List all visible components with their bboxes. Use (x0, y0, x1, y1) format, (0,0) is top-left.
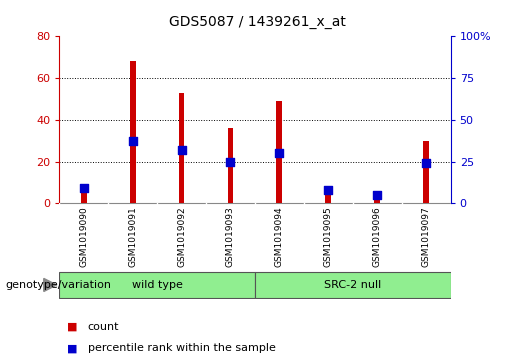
Bar (325, 193, 331, 203)
Point (79, 185, 88, 191)
Text: ■: ■ (67, 322, 77, 332)
Text: GSM1019096: GSM1019096 (373, 207, 382, 267)
Text: GSM1019092: GSM1019092 (177, 207, 186, 267)
Bar (423, 140, 429, 203)
Point (226, 159, 234, 164)
Bar (81, 193, 87, 203)
Point (324, 187, 333, 193)
Bar (228, 128, 233, 203)
Text: GSM1019097: GSM1019097 (422, 207, 431, 267)
Bar (130, 61, 135, 203)
Text: GSM1019095: GSM1019095 (324, 207, 333, 267)
Point (373, 192, 381, 198)
Bar (59, 272, 255, 298)
Text: GSM1019093: GSM1019093 (226, 207, 235, 267)
Text: GDS5087 / 1439261_x_at: GDS5087 / 1439261_x_at (169, 15, 346, 29)
Polygon shape (44, 278, 57, 291)
Bar (179, 93, 184, 203)
Point (128, 139, 136, 144)
Text: ■: ■ (67, 343, 77, 354)
Bar (255, 272, 451, 298)
Point (177, 147, 185, 153)
Point (275, 150, 283, 156)
Point (422, 160, 430, 166)
Bar (374, 197, 380, 203)
Text: count: count (88, 322, 119, 332)
Text: SRC-2 null: SRC-2 null (324, 280, 382, 290)
Text: wild type: wild type (132, 280, 182, 290)
Text: percentile rank within the sample: percentile rank within the sample (88, 343, 276, 354)
Text: genotype/variation: genotype/variation (5, 280, 111, 290)
Text: GSM1019091: GSM1019091 (128, 207, 137, 267)
Text: GSM1019094: GSM1019094 (275, 207, 284, 267)
Text: GSM1019090: GSM1019090 (79, 207, 88, 267)
Bar (277, 101, 282, 203)
